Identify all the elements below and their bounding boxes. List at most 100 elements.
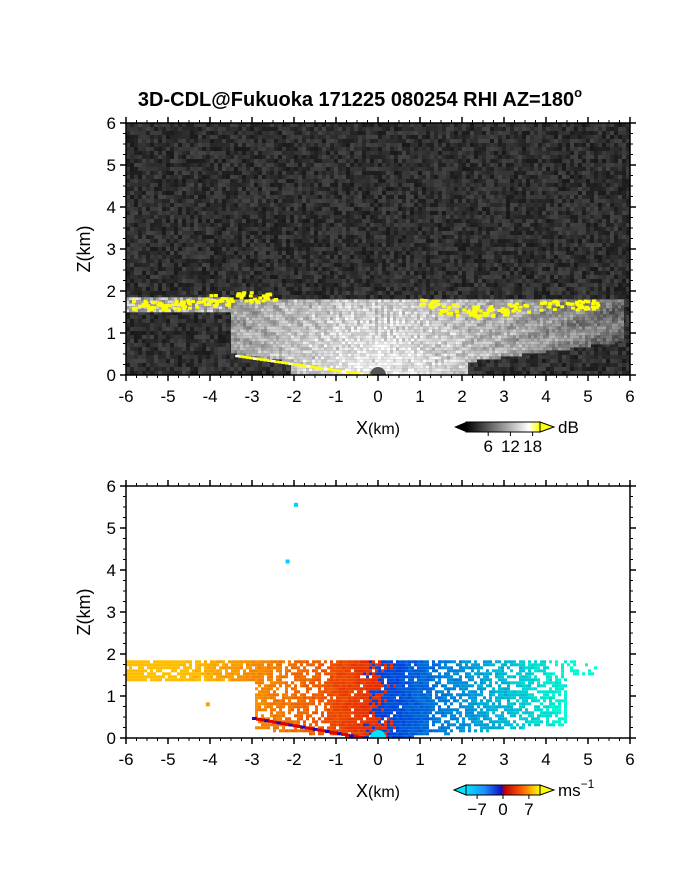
noise-cell [622, 239, 626, 243]
noise-cell [270, 243, 274, 247]
noise-cell [206, 187, 210, 191]
noise-cell [294, 135, 298, 139]
noise-cell [510, 131, 514, 135]
noise-cell [458, 179, 462, 183]
noise-cell [618, 147, 622, 151]
noise-cell [486, 243, 490, 247]
noise-cell [446, 219, 450, 223]
noise-cell [166, 135, 170, 139]
noise-cell [234, 263, 238, 267]
noise-cell [478, 163, 482, 167]
noise-cell [562, 243, 566, 247]
noise-cell [466, 131, 470, 135]
noise-cell [602, 163, 606, 167]
noise-cell [598, 155, 602, 159]
noise-cell [126, 223, 130, 227]
noise-cell [178, 179, 182, 183]
noise-cell [154, 219, 158, 223]
noise-cell [506, 163, 510, 167]
noise-cell [518, 171, 522, 175]
noise-cell [350, 231, 354, 235]
noise-cell [606, 263, 610, 267]
noise-cell [282, 235, 286, 239]
noise-cell [386, 243, 390, 247]
noise-cell [234, 235, 238, 239]
noise-cell [322, 239, 326, 243]
noise-cell [490, 127, 494, 131]
noise-cell [286, 275, 290, 279]
noise-cell [234, 135, 238, 139]
noise-cell [522, 195, 526, 199]
noise-cell [334, 183, 338, 187]
noise-cell [450, 215, 454, 219]
noise-cell [370, 199, 374, 203]
noise-cell [406, 271, 410, 275]
noise-cell [174, 215, 178, 219]
noise-cell [526, 187, 530, 191]
noise-cell [322, 147, 326, 151]
noise-cell [326, 143, 330, 147]
noise-cell [586, 151, 590, 155]
noise-cell [566, 191, 570, 195]
noise-cell [366, 207, 370, 211]
noise-cell [230, 247, 234, 251]
noise-cell [446, 167, 450, 171]
noise-cell [346, 203, 350, 207]
noise-cell [462, 243, 466, 247]
noise-cell [190, 131, 194, 135]
noise-cell [454, 155, 458, 159]
noise-cell [366, 163, 370, 167]
noise-cell [206, 139, 210, 143]
noise-cell [262, 167, 266, 171]
noise-cell [570, 247, 574, 251]
noise-cell [286, 215, 290, 219]
noise-cell [326, 155, 330, 159]
noise-cell [610, 147, 614, 151]
noise-cell [526, 131, 530, 135]
noise-cell [586, 227, 590, 231]
noise-cell [350, 219, 354, 223]
noise-cell [550, 159, 554, 163]
noise-cell [426, 195, 430, 199]
noise-cell [230, 255, 234, 259]
noise-cell [438, 243, 442, 247]
noise-cell [326, 135, 330, 139]
noise-cell [570, 171, 574, 175]
noise-cell [522, 235, 526, 239]
noise-cell [502, 131, 506, 135]
noise-cell [478, 159, 482, 163]
noise-cell [154, 223, 158, 227]
noise-cell [578, 135, 582, 139]
noise-cell [306, 167, 310, 171]
noise-cell [542, 183, 546, 187]
noise-cell [514, 275, 518, 279]
noise-cell [274, 139, 278, 143]
noise-cell [598, 143, 602, 147]
noise-cell [594, 203, 598, 207]
noise-cell [242, 219, 246, 223]
noise-cell [398, 239, 402, 243]
noise-cell [514, 163, 518, 167]
noise-cell [146, 219, 150, 223]
noise-cell [494, 215, 498, 219]
noise-cell [458, 123, 462, 127]
noise-cell [342, 219, 346, 223]
noise-cell [142, 167, 146, 171]
noise-cell [346, 247, 350, 251]
noise-cell [134, 223, 138, 227]
noise-cell [414, 147, 418, 151]
noise-cell [262, 135, 266, 139]
noise-cell [158, 171, 162, 175]
noise-cell [366, 215, 370, 219]
noise-cell [162, 227, 166, 231]
noise-cell [342, 123, 346, 127]
noise-cell [362, 203, 366, 207]
noise-cell [246, 235, 250, 239]
noise-cell [542, 167, 546, 171]
noise-cell [414, 223, 418, 227]
noise-cell [126, 135, 130, 139]
noise-cell [622, 123, 626, 127]
noise-cell [202, 211, 206, 215]
noise-cell [382, 211, 386, 215]
